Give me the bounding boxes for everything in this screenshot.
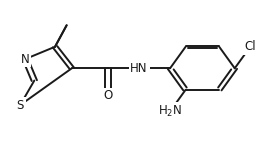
Text: H$_2$N: H$_2$N xyxy=(158,104,182,119)
Text: HN: HN xyxy=(130,62,148,75)
Text: O: O xyxy=(103,89,113,102)
Text: N: N xyxy=(21,53,30,66)
Text: S: S xyxy=(16,99,24,112)
Text: Cl: Cl xyxy=(244,40,256,53)
